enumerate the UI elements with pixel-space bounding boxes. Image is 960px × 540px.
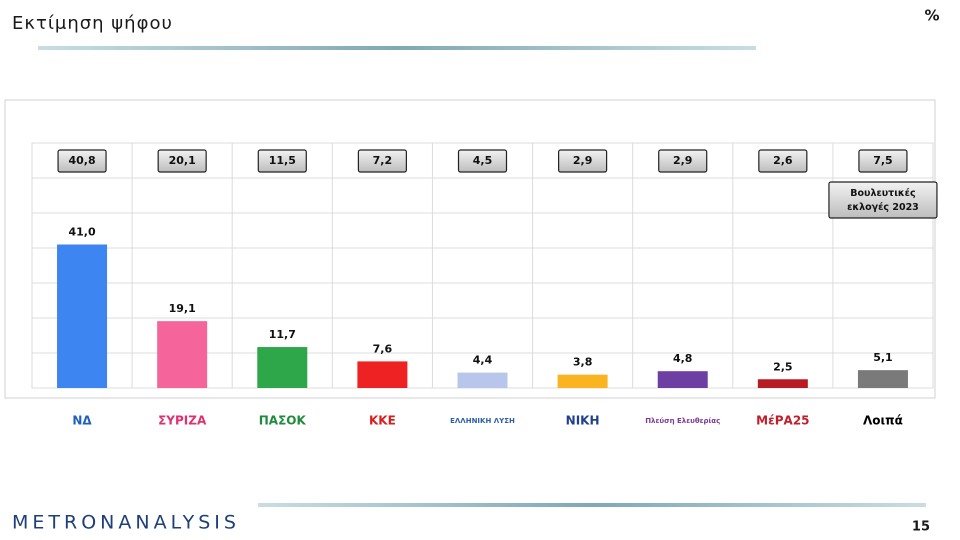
previous-label: 2,9 bbox=[673, 154, 693, 167]
previous-label: 2,9 bbox=[573, 154, 593, 167]
value-label: 4,8 bbox=[673, 352, 693, 365]
plot: 41,0 40,8 ΝΔ 19,1 20,1 ΣΥΡΙΖΑ 11,7 11,5 ΠΑΣΟΚ 7,6… bbox=[31, 142, 938, 428]
previous-label: 11,5 bbox=[269, 154, 296, 167]
previous-label: 4,5 bbox=[473, 154, 493, 167]
slide-title: Εκτίμηση ψήφου bbox=[12, 13, 173, 34]
value-label: 41,0 bbox=[68, 226, 95, 239]
bar bbox=[557, 374, 608, 388]
page-number: 15 bbox=[912, 520, 930, 535]
previous-box bbox=[257, 149, 307, 173]
bar bbox=[357, 361, 408, 388]
previous-box bbox=[157, 149, 207, 173]
value-label: 4,4 bbox=[473, 354, 493, 367]
previous-box bbox=[357, 149, 407, 173]
unit-label: % bbox=[924, 7, 939, 25]
previous-label: 7,2 bbox=[373, 154, 393, 167]
brand: METRONANALYSIS bbox=[12, 512, 240, 534]
value-label: 2,5 bbox=[773, 360, 793, 373]
bar bbox=[857, 370, 908, 388]
value-label: 5,1 bbox=[873, 351, 893, 364]
previous-label: 7,5 bbox=[873, 154, 893, 167]
category-label: ΣΥΡΙΖΑ bbox=[158, 414, 207, 428]
bar bbox=[57, 244, 108, 388]
value-label: 7,6 bbox=[373, 342, 393, 355]
bar bbox=[757, 379, 808, 388]
previous-box bbox=[457, 149, 508, 173]
category-label: ΜέΡΑ25 bbox=[756, 414, 809, 428]
previous-box bbox=[57, 149, 107, 173]
annotation: Βουλευτικές εκλογές 2023 bbox=[847, 188, 919, 213]
category-label: Λοιπά bbox=[863, 414, 903, 428]
bar bbox=[157, 321, 208, 388]
previous-box bbox=[758, 149, 808, 173]
bar bbox=[457, 372, 508, 388]
bar bbox=[657, 371, 708, 388]
previous-label: 2,6 bbox=[773, 154, 793, 167]
previous-box bbox=[658, 149, 708, 173]
previous-box bbox=[858, 149, 908, 173]
annotation-box bbox=[828, 181, 938, 219]
category-label: Πλεύση Ελευθερίας bbox=[645, 417, 720, 425]
category-label: ΝΙΚΗ bbox=[566, 414, 600, 428]
value-label: 19,1 bbox=[169, 302, 196, 315]
category-label: ΚΚΕ bbox=[369, 414, 396, 428]
value-label: 3,8 bbox=[573, 356, 593, 369]
category-label: ΝΔ bbox=[72, 414, 92, 428]
title-rule bbox=[38, 46, 756, 50]
previous-label: 40,8 bbox=[68, 154, 95, 167]
previous-label: 20,1 bbox=[169, 154, 196, 167]
category-label: ΠΑΣΟΚ bbox=[259, 414, 307, 428]
value-label: 11,7 bbox=[269, 328, 296, 341]
footer-rule bbox=[258, 503, 926, 507]
previous-box bbox=[558, 149, 608, 173]
bar bbox=[257, 347, 308, 388]
category-label: ΕΛΛΗΝΙΚΗ ΛΥΣΗ bbox=[450, 417, 515, 425]
